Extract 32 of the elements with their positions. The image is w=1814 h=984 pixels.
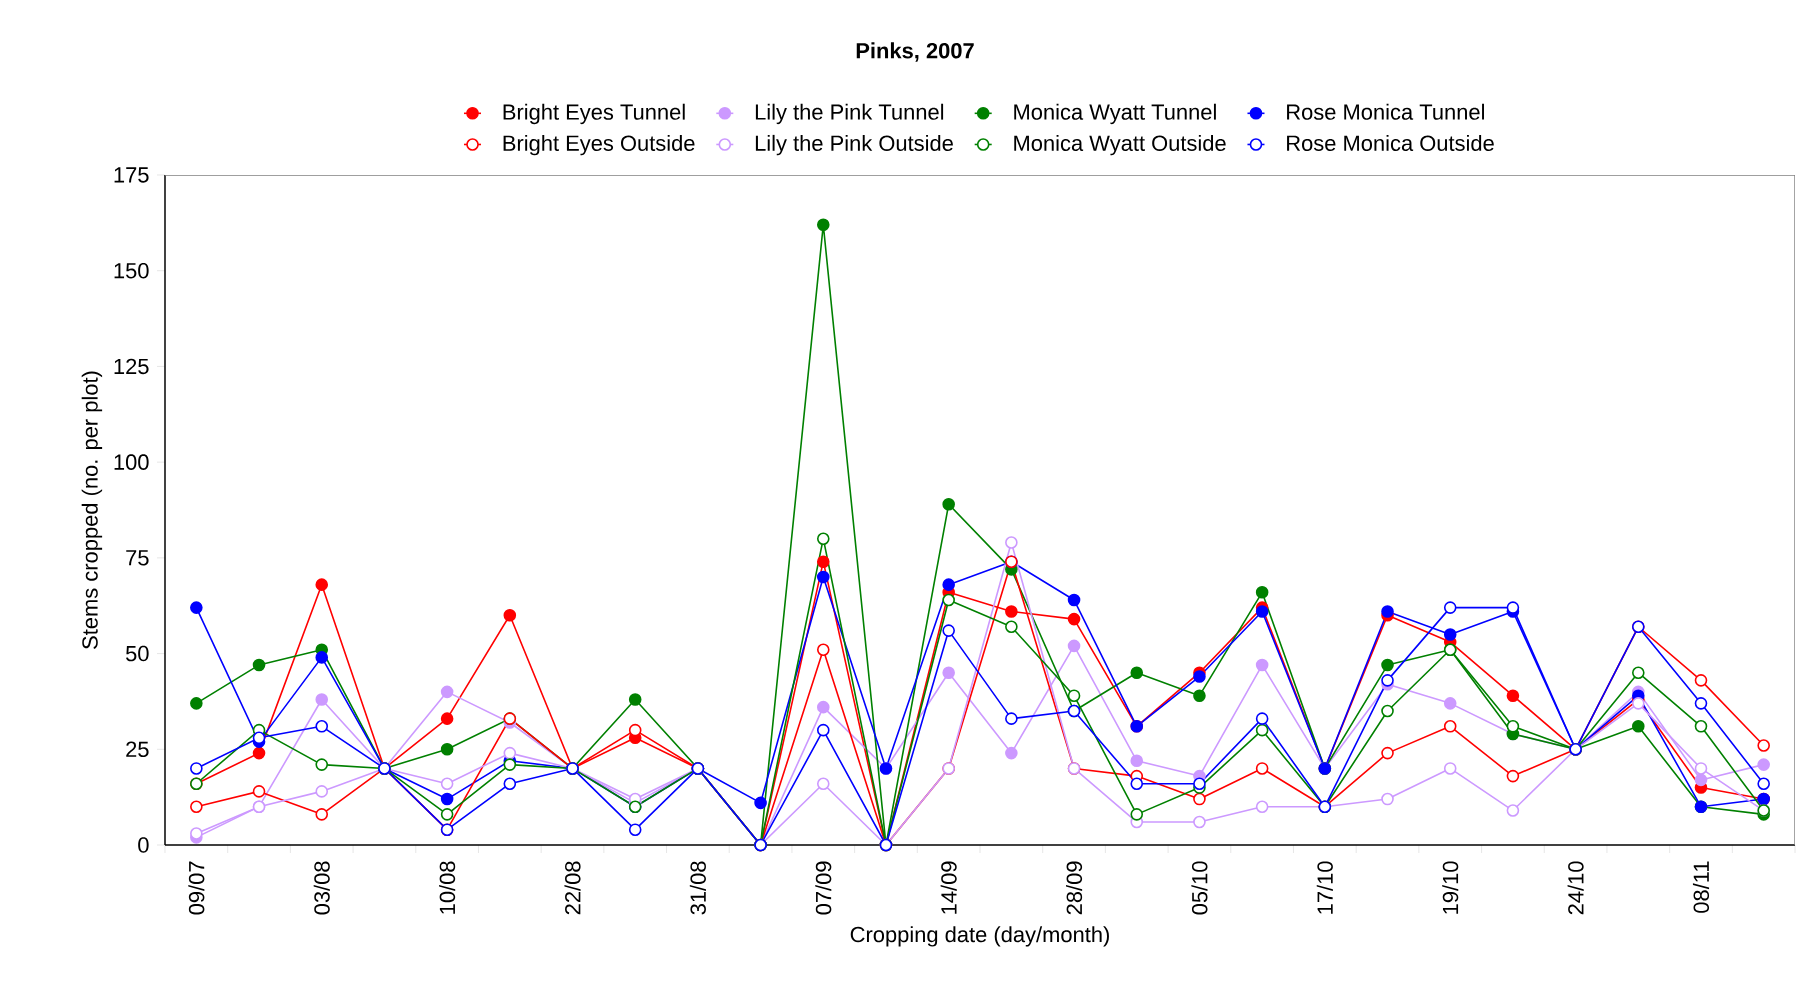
x-tick-label: 05/10 <box>1191 861 1208 915</box>
legend-label: Bright Eyes Tunnel <box>503 103 685 125</box>
x-tick-label: 22/08 <box>564 861 581 915</box>
y-tick-label: 25 <box>126 741 149 758</box>
legend-label: Bright Eyes Outside <box>503 134 695 156</box>
y-tick-label: 75 <box>126 550 149 566</box>
x-axis-title: Cropping date (day/month) <box>850 926 1109 947</box>
y-tick-label: 125 <box>114 358 149 375</box>
x-tick-label: 19/10 <box>1442 861 1459 914</box>
y-tick-label: 100 <box>114 454 149 470</box>
y-tick-label: 175 <box>114 167 149 183</box>
y-axis-title: Stems cropped (no. per plot) <box>81 371 103 649</box>
x-tick-label: 08/11 <box>1692 861 1710 913</box>
y-tick-label: 150 <box>114 262 149 279</box>
x-tick-label: 17/10 <box>1316 861 1333 914</box>
x-tick-label: 07/09 <box>815 861 832 915</box>
x-tick-label: 14/09 <box>940 861 957 914</box>
chart-title: Pinks, 2007 <box>856 42 974 62</box>
legend-label: Lily the Pink Tunnel <box>755 103 944 125</box>
legend-label: Lily the Pink Outside <box>755 134 953 156</box>
y-tick-label: 50 <box>125 645 149 662</box>
legend-label: Rose Monica Outside <box>1287 134 1494 151</box>
x-tick-label: 31/08 <box>689 861 706 915</box>
x-tick-label: 09/07 <box>188 861 205 915</box>
y-tick-label: 0 <box>138 837 149 853</box>
legend-label: Monica Wyatt Tunnel <box>1014 103 1216 125</box>
legend-label: Monica Wyatt Outside <box>1014 134 1226 156</box>
legend-label: Rose Monica Tunnel <box>1287 103 1484 120</box>
x-tick-label: 03/08 <box>313 861 330 915</box>
x-tick-label: 10/08 <box>439 861 456 914</box>
x-tick-label: 28/09 <box>1066 861 1083 915</box>
x-tick-label: 24/10 <box>1567 861 1584 915</box>
